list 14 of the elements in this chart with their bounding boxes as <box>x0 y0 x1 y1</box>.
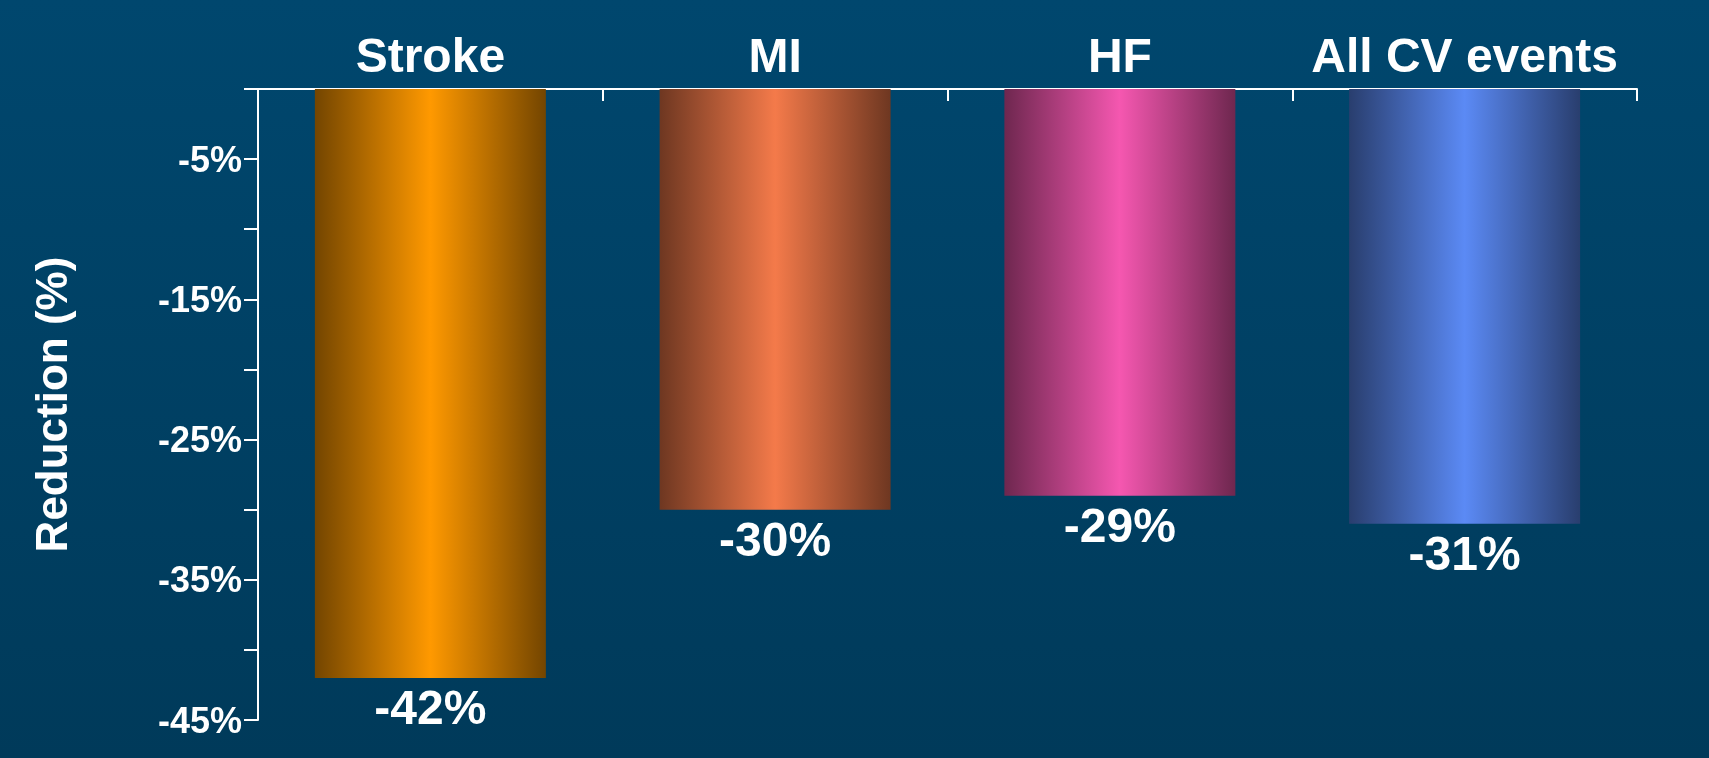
data-label: -42% <box>374 681 487 735</box>
y-tick-label: -35% <box>157 559 242 601</box>
data-label: -30% <box>719 513 832 567</box>
y-tick-label: -15% <box>157 278 242 320</box>
x-tick-label: Stroke <box>355 28 506 82</box>
x-tick-label: HF <box>1087 28 1152 82</box>
y-tick-label: -5% <box>177 138 242 180</box>
data-label: -29% <box>1063 499 1176 553</box>
y-tick-label: -45% <box>157 699 242 741</box>
data-label: -31% <box>1408 527 1521 581</box>
x-tick-label: MI <box>748 28 802 82</box>
x-tick-label: All CV events <box>1311 28 1619 82</box>
y-axis-title: Reduction (%) <box>26 256 76 553</box>
y-tick-label: -25% <box>157 419 242 461</box>
